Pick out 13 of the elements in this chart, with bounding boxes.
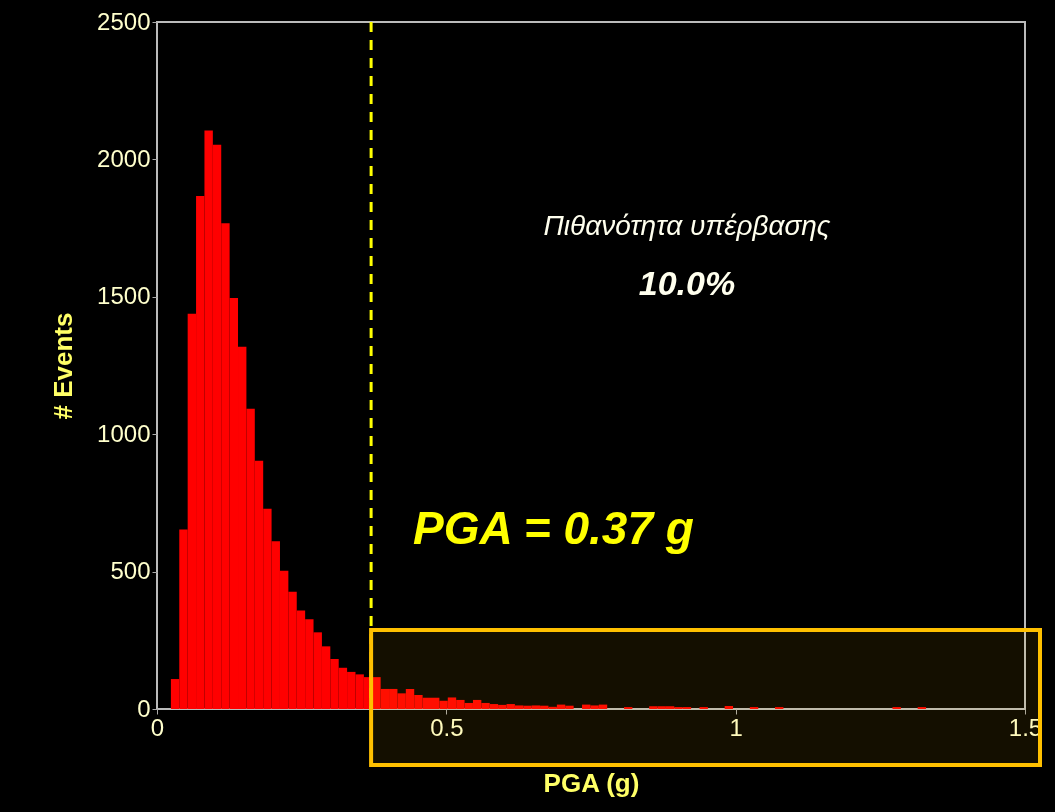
annotation: 10.0% <box>638 264 736 302</box>
x-axis-title: PGA (g) <box>543 767 640 798</box>
annotation: Πιθανότητα υπέρβασης <box>543 210 831 241</box>
y-tick-label: 1000 <box>97 419 151 447</box>
y-axis-title: # Events <box>48 312 79 420</box>
y-tick-label: 1500 <box>97 282 151 310</box>
y-tick-label: 500 <box>110 557 151 585</box>
y-tick-label: 2000 <box>97 144 151 172</box>
y-tick-label: 2500 <box>97 7 151 35</box>
x-tick-label: 1 <box>729 713 743 741</box>
y-tick-label: 0 <box>137 694 151 722</box>
ref-line-label: PGA = 0.37 g <box>413 502 694 554</box>
x-tick-label: 0.5 <box>430 713 464 741</box>
